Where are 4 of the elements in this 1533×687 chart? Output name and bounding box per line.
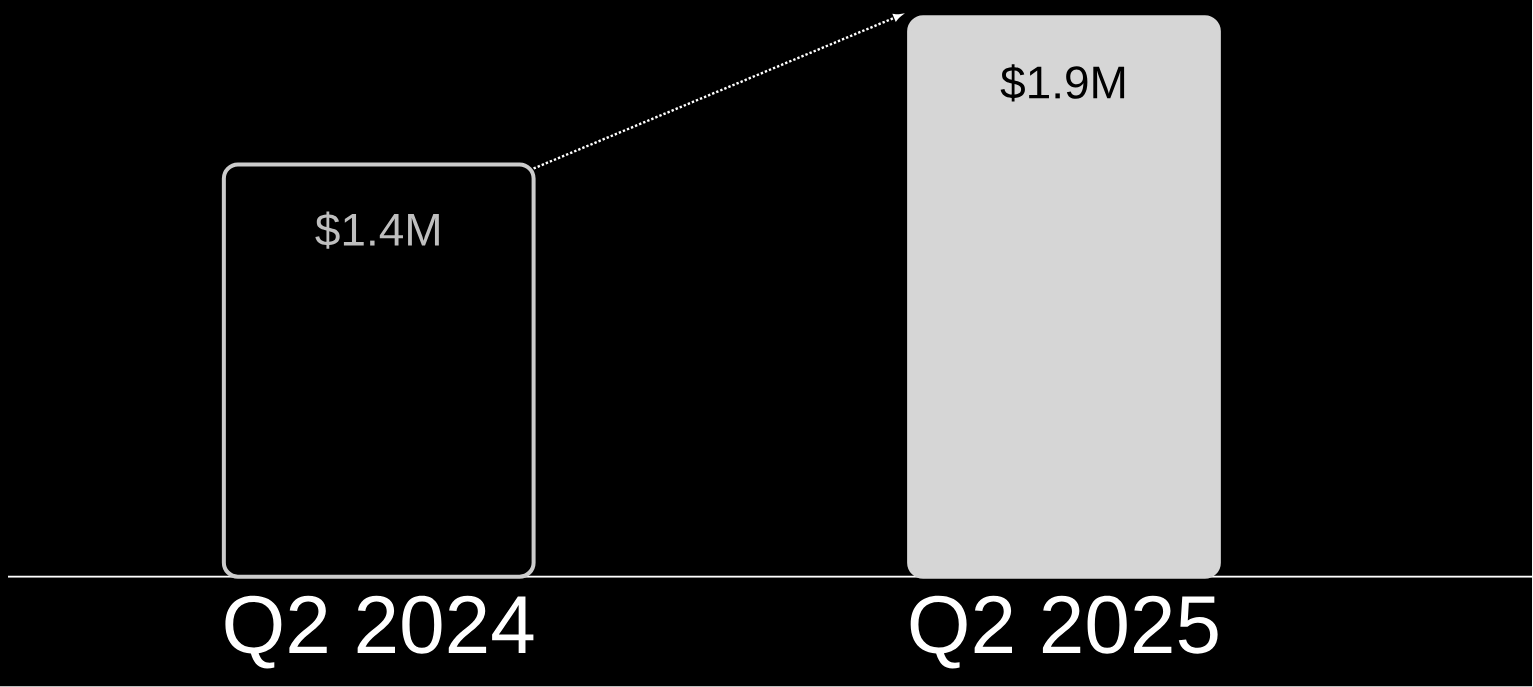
x-tick-label: Q2 2025 [910,595,1218,669]
x-tick-label: Q2 2024 [225,595,534,669]
data-label: $1.4M [315,211,439,249]
data-label: $1.9M [1000,64,1125,102]
